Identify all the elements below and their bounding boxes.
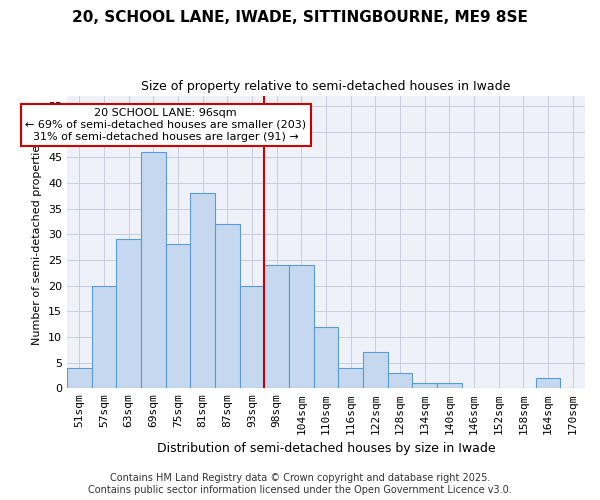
Bar xyxy=(92,286,116,389)
Bar xyxy=(437,383,461,388)
Title: Size of property relative to semi-detached houses in Iwade: Size of property relative to semi-detach… xyxy=(142,80,511,93)
Bar xyxy=(388,373,412,388)
Text: 20 SCHOOL LANE: 96sqm
← 69% of semi-detached houses are smaller (203)
31% of sem: 20 SCHOOL LANE: 96sqm ← 69% of semi-deta… xyxy=(25,108,306,142)
X-axis label: Distribution of semi-detached houses by size in Iwade: Distribution of semi-detached houses by … xyxy=(157,442,496,455)
Bar xyxy=(239,286,265,389)
Bar xyxy=(289,265,314,388)
Bar xyxy=(536,378,560,388)
Bar xyxy=(265,265,289,388)
Bar xyxy=(67,368,92,388)
Bar xyxy=(412,383,437,388)
Bar xyxy=(190,193,215,388)
Bar xyxy=(363,352,388,388)
Bar xyxy=(116,240,141,388)
Bar xyxy=(314,326,338,388)
Text: 20, SCHOOL LANE, IWADE, SITTINGBOURNE, ME9 8SE: 20, SCHOOL LANE, IWADE, SITTINGBOURNE, M… xyxy=(72,10,528,25)
Bar xyxy=(215,224,239,388)
Text: Contains HM Land Registry data © Crown copyright and database right 2025.
Contai: Contains HM Land Registry data © Crown c… xyxy=(88,474,512,495)
Bar xyxy=(166,244,190,388)
Bar xyxy=(141,152,166,388)
Y-axis label: Number of semi-detached properties: Number of semi-detached properties xyxy=(32,139,43,345)
Bar xyxy=(338,368,363,388)
